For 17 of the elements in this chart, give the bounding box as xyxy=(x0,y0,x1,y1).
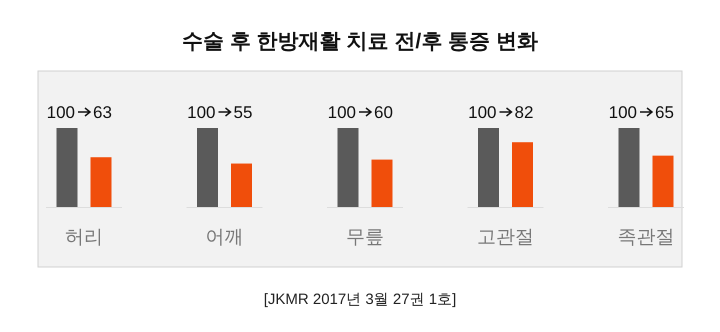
x-tick-label: 허리 xyxy=(65,227,103,248)
data-label: 63 xyxy=(93,103,112,122)
data-label: 60 xyxy=(374,103,393,122)
data-label: 55 xyxy=(234,103,252,122)
data-label: 100 xyxy=(608,103,637,122)
data-label: 82 xyxy=(514,103,534,122)
data-label: 65 xyxy=(655,103,674,122)
data-label: 100 xyxy=(187,103,216,122)
data-label: 100 xyxy=(328,103,356,122)
text: [JKMR 2017년 3월 27권 1호] xyxy=(264,291,456,308)
x-tick-label: 고관절 xyxy=(477,227,534,248)
title: 수술 후 한방재활 치료 전/후 통증 변화 xyxy=(182,30,538,53)
data-label: 100 xyxy=(46,103,75,122)
data-label: 100 xyxy=(468,103,496,122)
x-tick-label: 족관절 xyxy=(618,227,674,248)
x-tick-label: 어깨 xyxy=(206,227,244,248)
x-tick-label: 무릎 xyxy=(346,227,384,248)
